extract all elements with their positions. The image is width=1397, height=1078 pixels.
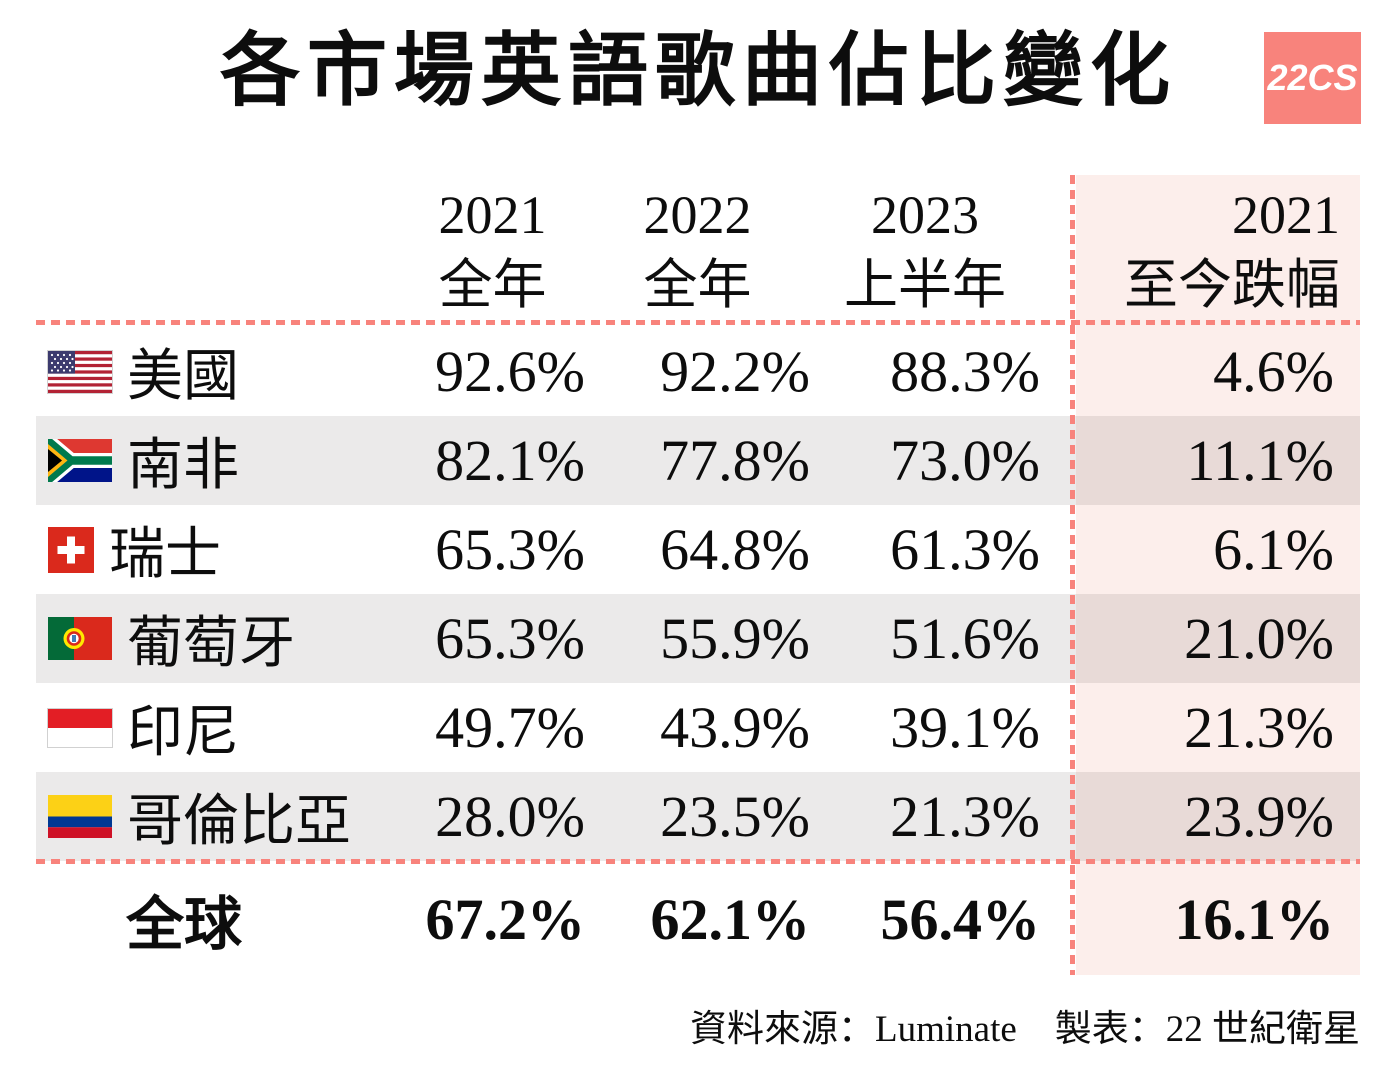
value-2023: 61.3% <box>890 517 1040 582</box>
table-row-switzerland: 瑞士 65.3% 64.8% 61.3% 6.1% <box>36 505 1360 594</box>
value-2021: 65.3% <box>435 517 585 582</box>
header-drop: 2021 至今跌幅 <box>1124 185 1340 315</box>
market-label-cell: 瑞士 <box>36 509 400 590</box>
value-2022: 23.5% <box>660 784 810 849</box>
value-2022: 92.2% <box>660 339 810 404</box>
value-2022: 77.8% <box>660 428 810 493</box>
south-africa-flag-icon <box>48 439 112 482</box>
value-2023: 56.4% <box>880 886 1041 952</box>
page-title: 各市場英語歌曲佔比變化 <box>220 28 1177 116</box>
value-2023: 51.6% <box>890 606 1040 671</box>
value-2022: 64.8% <box>660 517 810 582</box>
market-label-cell: 南非 <box>36 420 400 501</box>
header-spacer <box>36 245 400 251</box>
table-row-indonesia: 印尼 49.7% 43.9% 39.1% 21.3% <box>36 683 1360 772</box>
header-2023: 2023 上半年 <box>844 185 1006 315</box>
credit-note: 製表：22 世紀衛星 <box>1054 1009 1360 1050</box>
value-2023: 73.0% <box>890 428 1040 493</box>
value-2021: 67.2% <box>425 886 586 952</box>
market-label-cell: 哥倫比亞 <box>36 776 400 857</box>
switzerland-flag-icon <box>48 526 94 573</box>
table-row-usa: 美國 92.6% 92.2% 88.3% 4.6% <box>36 327 1360 416</box>
dotted-rule-top <box>36 320 1360 325</box>
value-2021: 49.7% <box>435 695 585 760</box>
header-2022: 2022 全年 <box>643 185 752 315</box>
table-row-global: 全球 67.2% 62.1% 56.4% 16.1% <box>36 866 1360 972</box>
value-2021: 28.0% <box>435 784 585 849</box>
market-label-cell: 葡萄牙 <box>36 598 400 679</box>
value-2021: 82.1% <box>435 428 585 493</box>
value-2021: 92.6% <box>435 339 585 404</box>
header-gap <box>1040 245 1072 251</box>
market-label-cell: 印尼 <box>36 687 400 768</box>
data-source-note: 資料來源：Luminate <box>690 1009 1017 1050</box>
dotted-vertical-divider <box>1070 175 1075 975</box>
value-2022: 62.1% <box>650 886 811 952</box>
market-name: 瑞士 <box>109 524 221 586</box>
value-2023: 21.3% <box>890 784 1040 849</box>
dotted-rule-bottom <box>36 859 1360 864</box>
market-name: 美國 <box>127 346 239 408</box>
market-name: 全球 <box>126 892 243 957</box>
market-label-cell: 美國 <box>36 331 400 412</box>
market-name: 南非 <box>127 435 239 497</box>
highlight-column-background <box>1076 175 1360 975</box>
market-name: 印尼 <box>127 702 239 764</box>
value-2023: 39.1% <box>890 695 1040 760</box>
value-2021: 65.3% <box>435 606 585 671</box>
table-header-row: 2021 全年 2022 全年 2023 上半年 2021 至今跌幅 <box>36 175 1360 320</box>
value-drop: 21.0% <box>1184 606 1334 671</box>
table-row-south-africa: 南非 82.1% 77.8% 73.0% 11.1% <box>36 416 1360 505</box>
footer: 資料來源：Luminate 製表：22 世紀衛星 <box>690 998 1360 1052</box>
value-drop: 11.1% <box>1186 428 1334 493</box>
value-2023: 88.3% <box>890 339 1040 404</box>
market-name: 哥倫比亞 <box>127 791 351 853</box>
value-2022: 55.9% <box>660 606 810 671</box>
22cs-logo: 22CS <box>1264 32 1361 124</box>
usa-flag-icon <box>47 349 113 394</box>
colombia-flag-icon <box>48 795 112 838</box>
header-2021: 2021 全年 <box>438 185 547 315</box>
table-row-portugal: 葡萄牙 65.3% 55.9% 51.6% 21.0% <box>36 594 1360 683</box>
logo-text: 22CS <box>1267 57 1358 98</box>
value-drop: 23.9% <box>1184 784 1334 849</box>
value-drop: 16.1% <box>1174 886 1335 952</box>
table-row-colombia: 哥倫比亞 28.0% 23.5% 21.3% 23.9% <box>36 772 1360 861</box>
value-drop: 6.1% <box>1213 517 1334 582</box>
market-name: 葡萄牙 <box>127 613 295 675</box>
market-label-cell: 全球 <box>36 877 400 961</box>
value-2022: 43.9% <box>660 695 810 760</box>
value-drop: 4.6% <box>1213 339 1334 404</box>
indonesia-flag-icon <box>47 707 113 748</box>
portugal-flag-icon <box>48 617 112 660</box>
value-drop: 21.3% <box>1184 695 1334 760</box>
